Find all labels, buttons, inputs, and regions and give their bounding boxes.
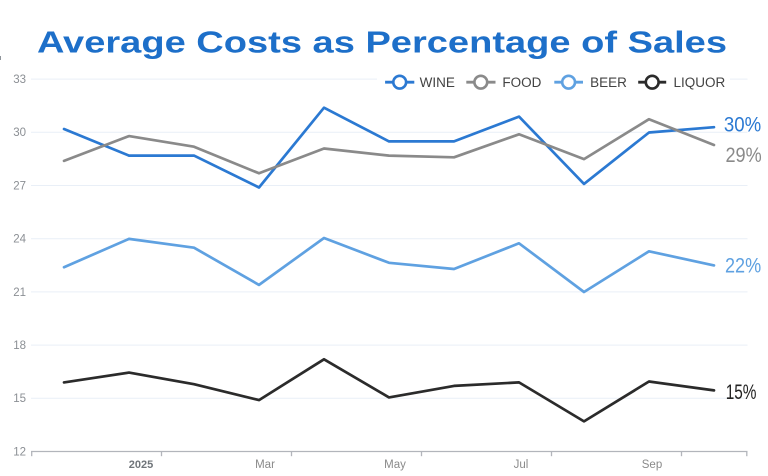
svg-text:Average Costs as Percentage of: Average Costs as Percentage of Sales (37, 25, 727, 59)
svg-text:22%: 22% (725, 255, 761, 278)
svg-text:15%: 15% (726, 381, 757, 404)
svg-text:Jul: Jul (514, 459, 529, 471)
svg-text:18: 18 (13, 340, 26, 352)
svg-text:May: May (384, 459, 406, 471)
svg-text:33: 33 (13, 74, 26, 86)
svg-text:21: 21 (13, 287, 26, 299)
svg-text:FOOD: FOOD (502, 75, 541, 90)
svg-text:24: 24 (13, 234, 26, 246)
svg-text:Sep: Sep (642, 459, 662, 471)
svg-text:2025: 2025 (129, 459, 153, 471)
svg-text:30%: 30% (724, 114, 761, 137)
svg-text:29%: 29% (726, 144, 762, 167)
svg-text:LIQUOR: LIQUOR (674, 75, 726, 90)
svg-text:Mar: Mar (255, 459, 275, 471)
svg-text:15: 15 (13, 393, 26, 405)
svg-text:BEER: BEER (590, 75, 627, 90)
svg-text:12: 12 (13, 446, 26, 458)
svg-text:WINE: WINE (420, 75, 455, 90)
svg-text:30: 30 (13, 127, 26, 139)
svg-text:27: 27 (13, 180, 26, 192)
